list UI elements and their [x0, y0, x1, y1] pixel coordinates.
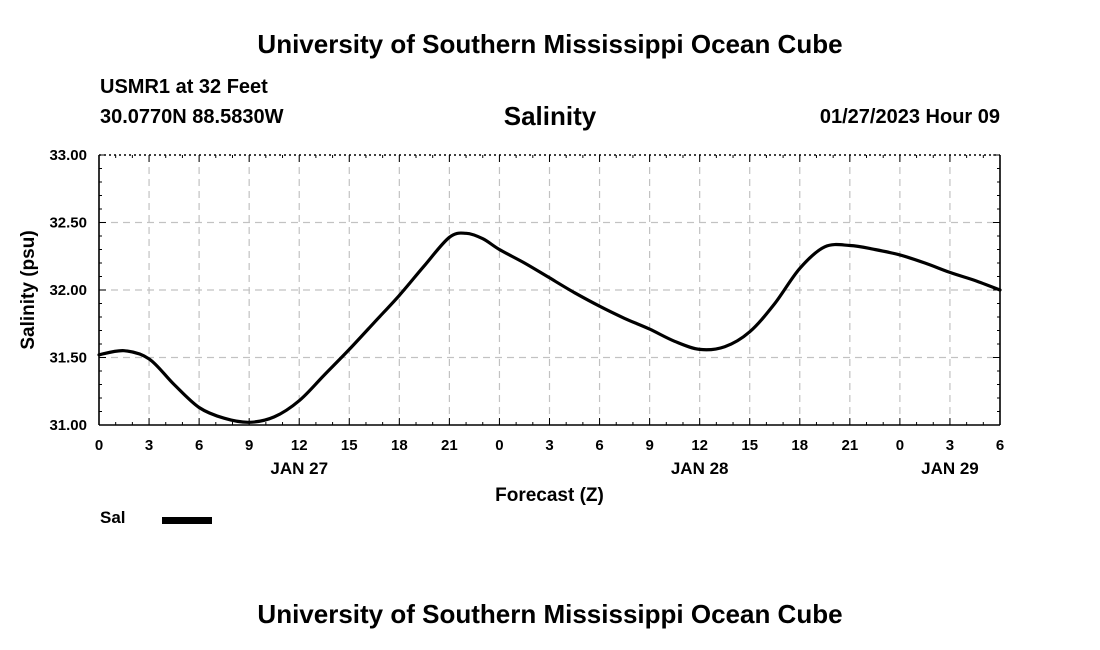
series-lines	[97, 231, 1002, 424]
data-point	[699, 349, 700, 350]
x-tick-label: 3	[145, 437, 153, 454]
x-tick-label: 0	[495, 437, 503, 454]
data-point	[899, 254, 900, 255]
x-tick-label: 18	[791, 437, 808, 454]
y-axis-title: Salinity (psu)	[18, 230, 39, 349]
legend-label: Sal	[100, 508, 126, 527]
data-point	[224, 418, 225, 419]
grid-lines	[99, 155, 1000, 425]
data-point	[124, 350, 125, 351]
x-tick-label: 15	[741, 437, 758, 454]
x-tick-label: 21	[841, 437, 858, 454]
data-point	[99, 354, 100, 355]
data-point	[749, 331, 750, 332]
axes	[98, 154, 1001, 426]
data-point	[149, 358, 150, 359]
axis-labels: 0 3 6 9 12 15 18 21 0 3 6 9 12 15 18 21 0 3 6 31.00 31.50 32.…	[18, 147, 1004, 506]
data-point	[449, 237, 450, 238]
date-label: JAN 28	[671, 459, 729, 478]
data-point	[874, 249, 875, 250]
data-point	[324, 375, 325, 376]
data-point	[482, 238, 483, 239]
x-tick-label: 6	[996, 437, 1004, 454]
data-point	[349, 349, 350, 350]
data-point	[975, 280, 976, 281]
x-axis-title: Forecast (Z)	[495, 485, 604, 506]
data-point	[399, 295, 400, 296]
y-tick-label: 31.50	[49, 350, 87, 367]
x-tick-label: 21	[441, 437, 458, 454]
date-label: JAN 29	[921, 459, 979, 478]
header-title: University of Southern Mississippi Ocean…	[257, 29, 843, 59]
data-point	[649, 329, 650, 330]
y-tick-label: 32.50	[49, 215, 87, 232]
x-tick-label: 6	[195, 437, 203, 454]
data-point	[299, 400, 300, 401]
x-tick-label: 12	[691, 437, 708, 454]
x-tick-label: 3	[946, 437, 954, 454]
y-tick-label: 33.00	[49, 147, 87, 164]
coordinates-label: 30.0770N 88.5830W	[100, 106, 284, 128]
x-tick-label: 3	[545, 437, 553, 454]
data-point	[599, 306, 600, 307]
x-tick-label: 15	[341, 437, 358, 454]
date-label: JAN 27	[270, 459, 328, 478]
data-point	[199, 407, 200, 408]
y-tick-label: 32.00	[49, 282, 87, 299]
legend-swatch	[162, 517, 212, 524]
data-point	[674, 341, 675, 342]
data-point	[549, 277, 550, 278]
data-point	[849, 245, 850, 246]
series-line-sal	[97, 231, 1002, 424]
data-point	[824, 246, 825, 247]
x-tick-label: 12	[291, 437, 308, 454]
footer-title: University of Southern Mississippi Ocean…	[257, 599, 843, 629]
x-tick-label: 0	[95, 437, 103, 454]
data-point	[249, 422, 250, 423]
x-tick-label: 6	[595, 437, 603, 454]
data-point	[174, 384, 175, 385]
x-tick-label: 9	[245, 437, 253, 454]
data-point	[949, 272, 950, 273]
x-tick-label: 18	[391, 437, 408, 454]
data-point	[724, 346, 725, 347]
x-tick-label: 9	[645, 437, 653, 454]
data-point	[274, 416, 275, 417]
data-point	[574, 292, 575, 293]
data-point	[524, 263, 525, 264]
y-tick-label: 31.00	[49, 417, 87, 434]
data-point	[624, 318, 625, 319]
data-point	[466, 233, 467, 234]
station-label: USMR1 at 32 Feet	[100, 76, 268, 98]
data-point	[924, 263, 925, 264]
data-point	[424, 265, 425, 266]
data-point	[499, 249, 500, 250]
data-point	[799, 268, 800, 269]
chart-title: Salinity	[503, 101, 597, 131]
data-point	[1000, 290, 1001, 291]
x-tick-label: 0	[896, 437, 904, 454]
data-point	[374, 322, 375, 323]
data-point	[774, 303, 775, 304]
forecast-timestamp: 01/27/2023 Hour 09	[819, 106, 1000, 128]
